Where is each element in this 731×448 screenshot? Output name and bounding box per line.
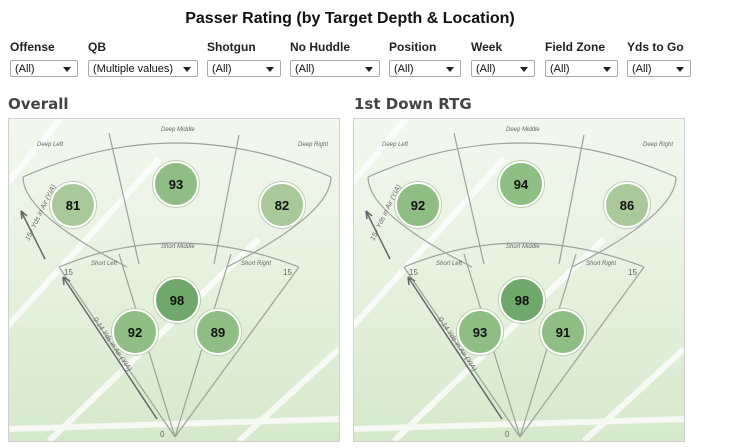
dropdown-arrow-icon (365, 67, 373, 72)
short-left-label: Short Left (436, 261, 462, 267)
rating-bubble-short-middle[interactable]: 98 (499, 277, 545, 323)
page-title: Passer Rating (by Target Depth & Locatio… (185, 10, 515, 27)
select-value: (All) (212, 63, 232, 75)
filter-label: Offense (10, 40, 55, 54)
first-down-panel-title: 1st Down RTG (354, 95, 472, 113)
position-select[interactable]: (All) (389, 60, 461, 77)
rating-bubble-short-right[interactable]: 89 (195, 309, 241, 355)
rating-bubble-short-right[interactable]: 91 (540, 309, 586, 355)
select-value: (All) (394, 63, 414, 75)
rating-bubble-deep-right[interactable]: 86 (604, 182, 650, 228)
select-value: (Multiple values) (93, 63, 174, 75)
filter-label: Field Zone (545, 40, 605, 54)
deep-right-label: Deep Right (643, 142, 673, 148)
rating-bubble-deep-right[interactable]: 82 (259, 182, 305, 228)
filter-label: Week (471, 40, 503, 54)
short-right-label: Short Right (241, 261, 271, 267)
no-huddle-select[interactable]: (All) (290, 60, 380, 77)
rating-bubble-deep-middle[interactable]: 94 (498, 161, 544, 207)
yard-15-right-label: 15 (628, 268, 637, 277)
rating-bubble-short-middle[interactable]: 98 (154, 277, 200, 323)
deep-right-label: Deep Right (298, 142, 328, 148)
select-value: (All) (550, 63, 570, 75)
rating-bubble-deep-left[interactable]: 81 (50, 182, 96, 228)
filter-yds-to-go: Yds to Go (All) (627, 40, 691, 77)
yard-0-label: 0 (160, 430, 165, 439)
qb-select[interactable]: (Multiple values) (88, 60, 198, 77)
shotgun-select[interactable]: (All) (207, 60, 281, 77)
filter-field-zone: Field Zone (All) (545, 40, 618, 77)
yard-15-right-label: 15 (283, 268, 292, 277)
rating-bubble-short-left[interactable]: 93 (457, 309, 503, 355)
week-select[interactable]: (All) (471, 60, 535, 77)
overall-panel-title: Overall (8, 95, 69, 113)
filter-position: Position (All) (389, 40, 461, 77)
yard-15-left-label: 15 (64, 268, 73, 277)
short-middle-label: Short Middle (506, 244, 540, 250)
dropdown-arrow-icon (446, 67, 454, 72)
deep-middle-label: Deep Middle (161, 127, 195, 133)
dropdown-arrow-icon (676, 67, 684, 72)
filter-qb: QB (Multiple values) (88, 40, 198, 77)
select-value: (All) (295, 63, 315, 75)
field-zone-select[interactable]: (All) (545, 60, 618, 77)
deep-middle-label: Deep Middle (506, 127, 540, 133)
select-value: (All) (15, 63, 35, 75)
filter-offense: Offense (All) (10, 40, 78, 77)
deep-left-label: Deep Left (382, 142, 408, 148)
filter-no-huddle: No Huddle (All) (290, 40, 380, 77)
dropdown-arrow-icon (266, 67, 274, 72)
short-left-label: Short Left (91, 261, 117, 267)
dropdown-arrow-icon (520, 67, 528, 72)
rating-bubble-short-left[interactable]: 92 (112, 309, 158, 355)
yard-0-label: 0 (505, 430, 510, 439)
rating-bubble-deep-left[interactable]: 92 (395, 182, 441, 228)
select-value: (All) (632, 63, 652, 75)
filter-label: Position (389, 40, 437, 54)
filter-label: QB (88, 40, 106, 54)
field-svg: Deep Middle Deep Left Deep Right Short Midd… (354, 119, 684, 441)
deep-left-label: Deep Left (37, 142, 63, 148)
filter-label: No Huddle (290, 40, 350, 54)
filter-label: Shotgun (207, 40, 256, 54)
first-down-field-panel: Deep Middle Deep Left Deep Right Short Midd… (353, 118, 685, 442)
filter-week: Week (All) (471, 40, 535, 77)
yard-15-left-label: 15 (409, 268, 418, 277)
overall-field-panel: Deep Middle Deep Left Deep Right Short Midd… (8, 118, 340, 442)
filter-label: Yds to Go (627, 40, 684, 54)
yds-to-go-select[interactable]: (All) (627, 60, 691, 77)
dropdown-arrow-icon (183, 67, 191, 72)
rating-bubble-deep-middle[interactable]: 93 (153, 161, 199, 207)
dropdown-arrow-icon (63, 67, 71, 72)
dropdown-arrow-icon (603, 67, 611, 72)
offense-select[interactable]: (All) (10, 60, 78, 77)
filter-shotgun: Shotgun (All) (207, 40, 281, 77)
short-right-label: Short Right (586, 261, 616, 267)
select-value: (All) (476, 63, 496, 75)
short-middle-label: Short Middle (161, 244, 195, 250)
